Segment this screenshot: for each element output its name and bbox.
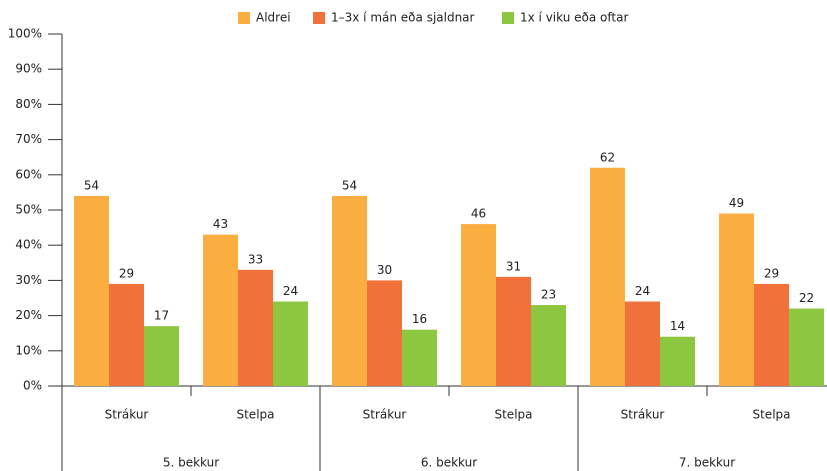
bar	[203, 234, 238, 386]
bar	[273, 301, 308, 386]
y-tick-label: 30%	[15, 273, 42, 287]
bar	[496, 276, 531, 386]
bar	[531, 305, 566, 386]
legend-label: 1x í viku eða oftar	[520, 11, 628, 25]
data-label: 29	[764, 266, 779, 280]
x-tick-label: Strákur	[363, 408, 407, 422]
data-label: 43	[213, 217, 228, 231]
legend-label: Aldrei	[256, 11, 291, 25]
bar	[332, 195, 367, 386]
legend-swatch	[502, 12, 514, 24]
x-tick-label: Stelpa	[236, 408, 274, 422]
bar	[402, 329, 437, 386]
y-tick-label: 80%	[15, 97, 42, 111]
bar	[109, 283, 144, 386]
bar	[660, 336, 695, 386]
x-tick-label: Strákur	[105, 408, 149, 422]
bar	[367, 280, 402, 386]
data-label: 31	[506, 259, 521, 273]
data-label: 14	[670, 319, 685, 333]
group-label: 7. bekkur	[679, 456, 735, 470]
y-tick-label: 100%	[8, 27, 42, 41]
y-tick-label: 20%	[15, 308, 42, 322]
data-label: 49	[729, 196, 744, 210]
data-label: 24	[283, 284, 298, 298]
data-label: 46	[471, 207, 486, 221]
bar	[719, 213, 754, 386]
y-tick-label: 60%	[15, 167, 42, 181]
bar	[461, 224, 496, 386]
y-tick-label: 0%	[23, 379, 42, 393]
data-label: 30	[377, 263, 392, 277]
y-tick-label: 90%	[15, 62, 42, 76]
data-label: 33	[248, 252, 263, 266]
bar	[74, 195, 109, 386]
y-tick-label: 40%	[15, 238, 42, 252]
legend-swatch	[238, 12, 250, 24]
y-tick-label: 50%	[15, 203, 42, 217]
x-tick-label: Strákur	[621, 408, 665, 422]
x-tick-label: Stelpa	[494, 408, 532, 422]
data-label: 16	[412, 312, 427, 326]
bar	[625, 301, 660, 386]
y-tick-label: 10%	[15, 343, 42, 357]
data-label: 22	[799, 291, 814, 305]
y-tick-label: 70%	[15, 132, 42, 146]
legend-swatch	[313, 12, 325, 24]
data-label: 54	[84, 178, 99, 192]
data-label: 62	[600, 150, 615, 164]
data-label: 17	[154, 309, 169, 323]
legend-label: 1–3x í mán eða sjaldnar	[331, 11, 475, 25]
data-label: 29	[119, 266, 134, 280]
bar	[238, 269, 273, 386]
group-label: 5. bekkur	[163, 456, 219, 470]
bar	[789, 308, 824, 386]
data-label: 54	[342, 178, 357, 192]
data-label: 23	[541, 288, 556, 302]
bar	[144, 326, 179, 386]
x-tick-label: Stelpa	[752, 408, 790, 422]
group-label: 6. bekkur	[421, 456, 477, 470]
bar	[590, 167, 625, 386]
data-label: 24	[635, 284, 650, 298]
bar	[754, 283, 789, 386]
